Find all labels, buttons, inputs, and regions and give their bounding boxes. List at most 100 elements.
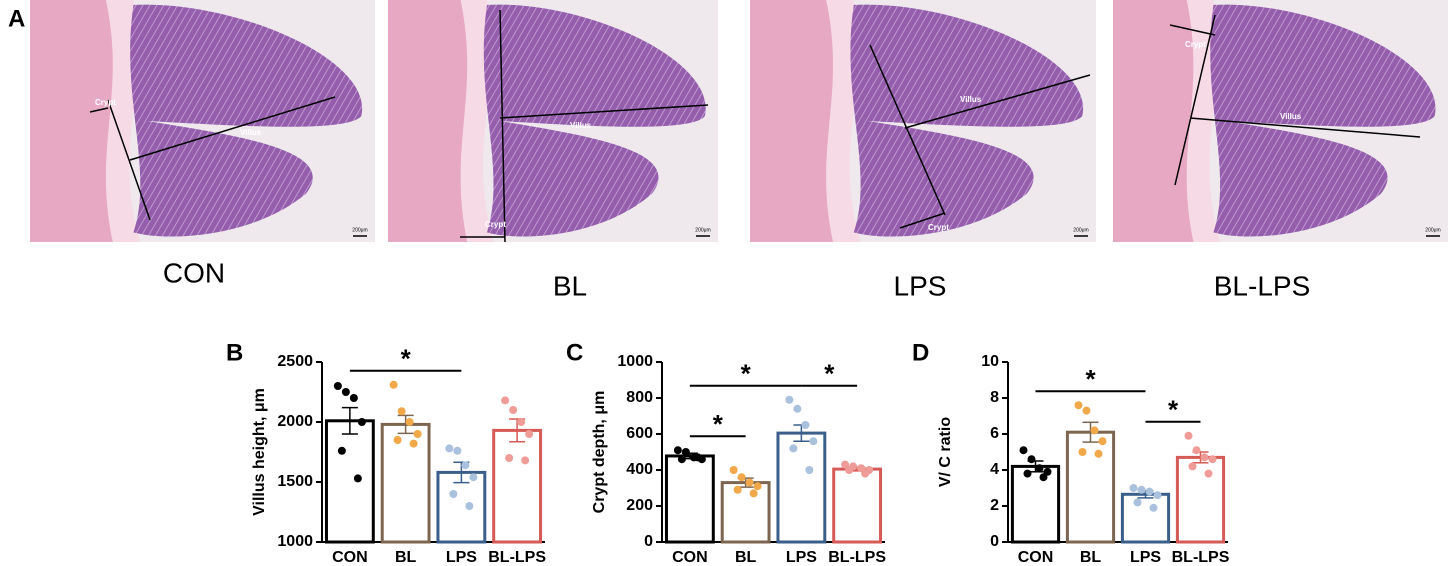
bar: [1010, 464, 1061, 544]
image-caption: BL-LPS: [1214, 270, 1311, 301]
measure-line: [904, 74, 1091, 129]
image-caption: BL: [553, 270, 587, 301]
data-point: [1090, 426, 1099, 435]
measure-line: [1174, 14, 1216, 186]
micrograph: Crypt Villus 200μm: [750, 0, 1096, 242]
scale-label: 200μm: [352, 227, 367, 233]
y-tick-label: 800: [626, 389, 653, 406]
scale-label: 200μm: [1073, 227, 1088, 233]
y-tick-label: 2: [990, 497, 999, 514]
data-point: [449, 490, 458, 498]
data-point: [1188, 462, 1197, 471]
x-tick-label: LPS: [1130, 549, 1161, 566]
y-tick-label: 2500: [277, 353, 313, 370]
x-tick-label: CON: [1018, 549, 1054, 566]
tissue-villi: [850, 4, 1084, 237]
data-point: [509, 406, 518, 414]
measure-line: [107, 99, 151, 221]
x-tick-label: BL: [395, 549, 417, 566]
data-point: [789, 444, 798, 453]
data-point: [1133, 498, 1142, 507]
bar: [776, 431, 827, 544]
micrograph: Crypt Villus 200μm: [1113, 0, 1448, 242]
data-point: [353, 474, 362, 483]
bar: [832, 467, 883, 544]
measure-line: [1189, 117, 1421, 138]
measure-line: [869, 44, 946, 216]
tissue-wall: [388, 0, 481, 242]
y-tick-label: 2000: [277, 413, 313, 430]
significance-label: *: [1168, 395, 1179, 425]
measure-line: [89, 107, 109, 113]
data-point: [453, 446, 462, 455]
y-axis-title: Villus height, μm: [251, 388, 268, 516]
image-caption: CON: [163, 257, 225, 288]
data-point: [525, 430, 534, 438]
measure-label: Villus: [570, 121, 592, 130]
x-tick-label: BL-LPS: [828, 549, 886, 566]
significance-label: *: [713, 409, 724, 439]
y-tick-label: 6: [990, 425, 999, 442]
panel-label: C: [566, 339, 583, 366]
data-point: [677, 455, 686, 464]
x-tick-label: BL: [735, 549, 757, 566]
bar: [380, 422, 431, 544]
data-point: [1153, 491, 1162, 500]
x-tick-label: CON: [332, 549, 368, 566]
data-point: [501, 396, 510, 405]
data-point: [1145, 487, 1154, 496]
data-point: [1023, 469, 1032, 478]
y-tick-label: 0: [644, 533, 653, 550]
y-tick-label: 400: [626, 461, 653, 478]
data-point: [733, 485, 742, 494]
micrograph: Crypt Villus 200μm: [30, 0, 375, 242]
data-point: [357, 418, 366, 426]
measure-line: [129, 96, 336, 161]
data-point: [729, 466, 738, 474]
data-point: [1078, 448, 1087, 456]
data-point: [861, 469, 870, 478]
y-axis-title: V/ C ratio: [937, 417, 954, 487]
data-point: [1027, 455, 1036, 464]
x-tick-label: BL-LPS: [1172, 549, 1230, 566]
data-point: [1200, 453, 1209, 462]
tissue-wall: [750, 0, 847, 242]
data-point: [749, 489, 758, 498]
scale-label: 200μm: [695, 227, 710, 233]
significance-label: *: [741, 359, 752, 389]
measure-label: Villus: [240, 128, 262, 137]
data-point: [465, 502, 474, 510]
data-point: [1098, 437, 1107, 446]
bar: [1065, 430, 1116, 544]
measure-label: Crypt: [95, 98, 116, 107]
x-tick-label: CON: [672, 549, 708, 566]
bar: [720, 481, 771, 544]
tissue-villi: [483, 4, 706, 237]
data-point: [337, 446, 346, 455]
data-point: [1082, 406, 1091, 415]
data-point: [1137, 485, 1146, 494]
measure-label: Crypt: [928, 223, 949, 232]
data-point: [801, 421, 810, 429]
tissue-wall: [1113, 0, 1207, 242]
data-point: [1149, 503, 1158, 512]
y-axis-title: Crypt depth, μm: [591, 391, 608, 514]
y-tick-label: 4: [990, 461, 999, 478]
x-tick-label: BL-LPS: [488, 549, 546, 566]
data-point: [1184, 431, 1193, 440]
data-point: [1129, 484, 1138, 492]
image-caption: LPS: [894, 270, 947, 301]
tissue-wall: [30, 0, 127, 242]
data-point: [809, 437, 818, 446]
data-point: [461, 461, 470, 470]
bar: [1175, 455, 1226, 544]
data-point: [745, 478, 754, 487]
data-point: [349, 394, 358, 402]
bar: [436, 470, 487, 544]
bar: [324, 419, 375, 544]
y-tick-label: 8: [990, 389, 999, 406]
data-point: [753, 482, 762, 491]
measure-label: Crypt: [485, 220, 506, 229]
data-point: [389, 380, 398, 389]
panel-label: A: [8, 5, 25, 32]
